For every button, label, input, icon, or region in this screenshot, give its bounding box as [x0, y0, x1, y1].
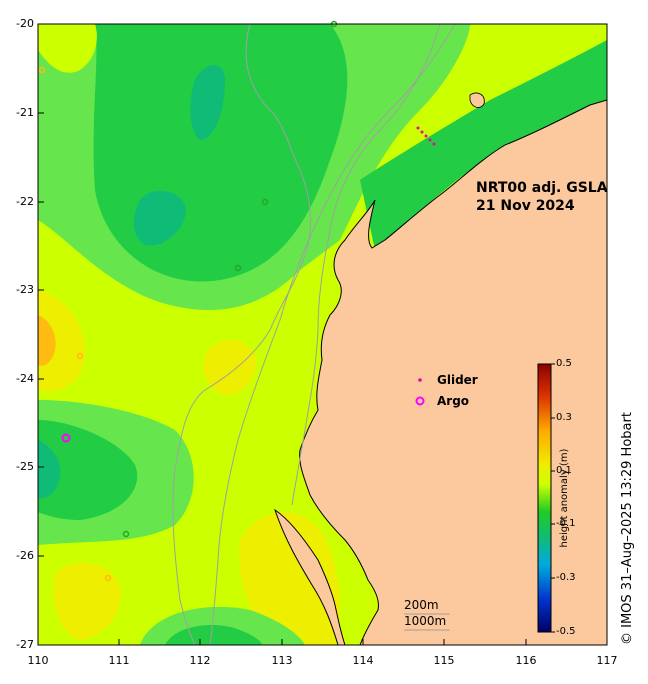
anomaly-contour-orange-west	[38, 315, 56, 366]
x-tick-label: 114	[352, 654, 374, 667]
y-tick-label: -27	[16, 638, 34, 651]
anomaly-contour-yellowgreen	[38, 24, 97, 73]
land-island-north	[469, 92, 485, 108]
x-tick-label: 116	[515, 654, 537, 667]
axis-ticks	[37, 23, 608, 646]
colorbar	[537, 363, 552, 633]
glider-track	[416, 126, 436, 146]
colorbar-label: -0.1	[556, 518, 576, 529]
anomaly-contour-shelf-green	[360, 40, 607, 250]
land-mainland	[299, 99, 607, 645]
anomaly-contour-yellow-shark	[239, 512, 340, 645]
y-tick-label: -20	[16, 17, 34, 30]
anomaly-contour-yellow-west	[38, 290, 85, 392]
colorbar-ticks	[551, 363, 555, 633]
colorbar-label: 0.1	[556, 465, 572, 476]
colorbar-label: -0.5	[556, 626, 576, 637]
y-tick-label: -26	[16, 549, 34, 562]
argo-marker	[76, 352, 84, 360]
colorbar-label: 0.5	[556, 358, 572, 369]
argo-marker	[234, 264, 242, 272]
anomaly-contour-yellow-south	[53, 562, 121, 640]
plot-frame	[37, 23, 608, 646]
colorbar-label: -0.3	[556, 572, 576, 583]
x-tick-label: 110	[27, 654, 49, 667]
credit-text: © IMOS 31–Aug–2025 13:29 Hobart	[620, 412, 635, 645]
anomaly-contour-teal	[133, 190, 186, 246]
scale-label-1000m: 1000m	[404, 614, 447, 628]
contour-1000m	[209, 24, 456, 645]
argo-marker	[122, 530, 130, 538]
observation-markers	[38, 20, 436, 582]
legend-argo-marker	[415, 396, 425, 406]
y-tick-label: -22	[16, 195, 34, 208]
scale-label-200m: 200m	[404, 598, 439, 612]
x-tick-label: 112	[189, 654, 211, 667]
argo-marker	[38, 66, 46, 74]
map-title: NRT00 adj. GSLA	[476, 180, 608, 196]
legend-glider-marker	[418, 378, 422, 382]
y-tick-label: -24	[16, 372, 34, 385]
argo-marker	[261, 198, 269, 206]
legend-argo-label: Argo	[437, 394, 470, 408]
contour-offshore	[172, 24, 311, 645]
x-tick-label: 117	[596, 654, 618, 667]
contour-200m	[291, 24, 441, 506]
bathymetry-contours	[172, 24, 456, 645]
anomaly-contour-teal-sw	[38, 440, 61, 499]
x-tick-label: 111	[108, 654, 130, 667]
anomaly-contour-dark-green-sw	[38, 420, 138, 520]
anomaly-contour-yellow-mid	[203, 340, 256, 395]
sea-level-field	[38, 24, 607, 645]
argo-marker	[61, 433, 71, 443]
y-tick-label: -25	[16, 460, 34, 473]
argo-marker	[104, 574, 112, 582]
y-tick-label: -21	[16, 106, 34, 119]
legend-glider-label: Glider	[437, 373, 478, 387]
map-date: 21 Nov 2024	[476, 198, 575, 214]
x-tick-label: 113	[271, 654, 293, 667]
anomaly-contour-teal-north	[190, 65, 225, 140]
colorbar-title: height anomaly (m)	[559, 448, 570, 548]
land-peninsula	[274, 508, 346, 645]
y-tick-label: -23	[16, 283, 34, 296]
colorbar-label: 0.3	[556, 412, 572, 423]
x-tick-label: 115	[433, 654, 455, 667]
